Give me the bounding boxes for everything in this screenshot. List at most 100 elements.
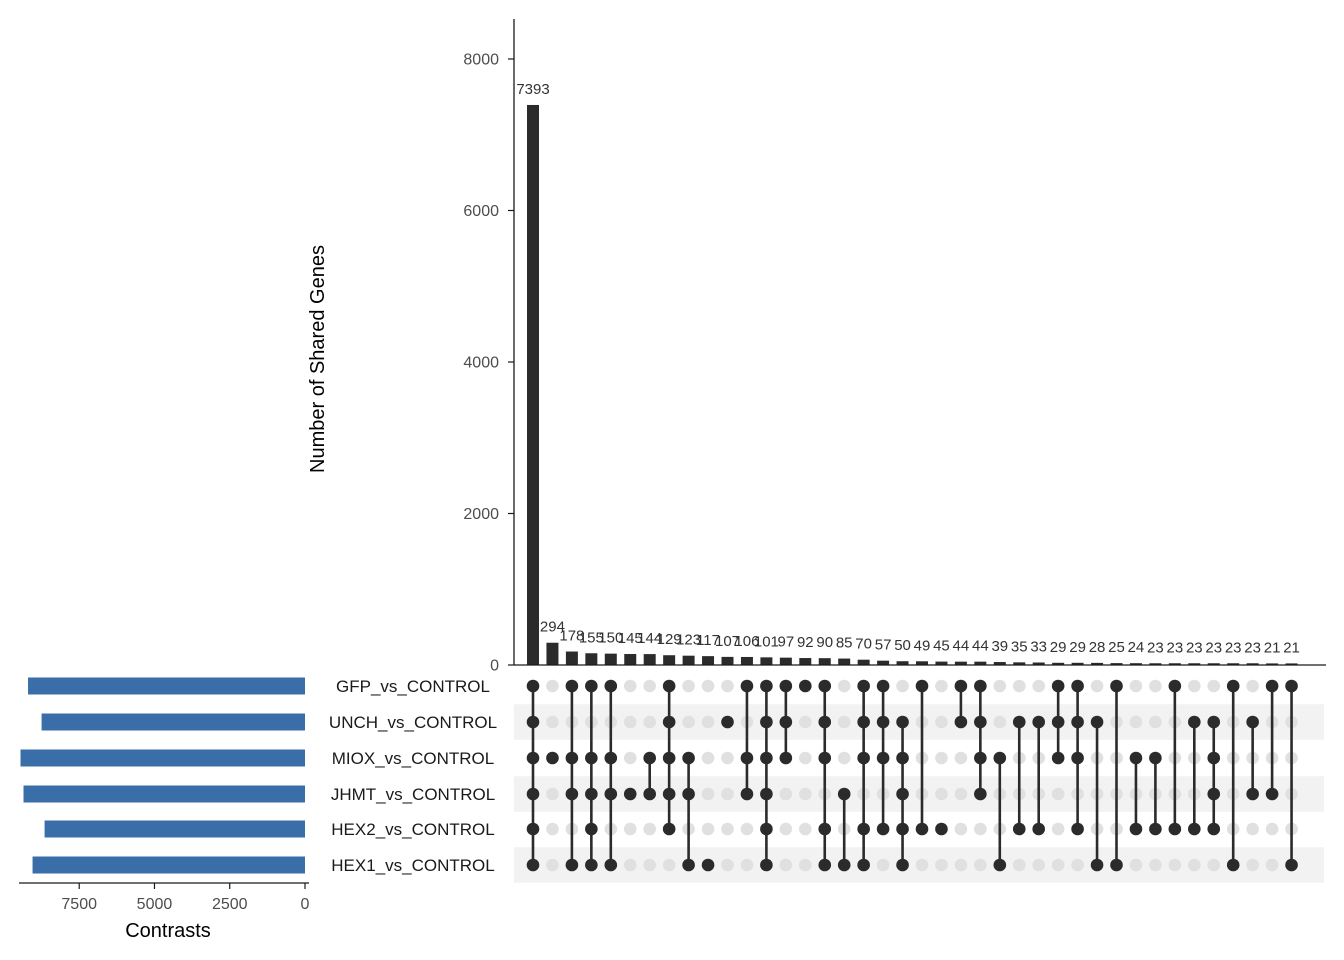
matrix-dot-filled <box>857 751 870 765</box>
matrix-dot-empty <box>837 679 851 693</box>
matrix-dot-empty <box>1149 858 1162 872</box>
matrix-dot-filled <box>604 858 618 872</box>
intersection-bar <box>1129 663 1142 665</box>
matrix-dot-empty <box>546 715 559 729</box>
set-size-bar <box>41 713 305 731</box>
matrix-dot-filled <box>662 822 676 836</box>
matrix-dot-filled <box>682 751 695 765</box>
matrix-dot-empty <box>935 715 948 729</box>
matrix-dot-filled <box>896 715 909 729</box>
matrix-dot-filled <box>857 715 870 729</box>
matrix-dot-filled <box>876 751 890 765</box>
set-size-bar <box>28 677 305 695</box>
intersection-bar <box>818 658 831 665</box>
matrix-dot-empty <box>682 679 695 693</box>
matrix-dot-filled <box>993 858 1007 872</box>
matrix-dot-empty <box>974 858 987 872</box>
intersection-count-label: 21 <box>1264 639 1281 656</box>
matrix-dot-empty <box>935 787 948 801</box>
matrix-dot-filled <box>1265 787 1279 801</box>
matrix-dot-filled <box>1246 787 1259 801</box>
matrix-dot-filled <box>1285 858 1298 872</box>
matrix-dot-filled <box>1071 715 1084 729</box>
matrix-dot-filled <box>818 822 832 836</box>
intersection-bar <box>1013 662 1026 665</box>
intersection-bar <box>877 660 890 665</box>
matrix-dot-filled <box>1110 858 1123 872</box>
set-size-tick-label: 7500 <box>61 896 97 913</box>
matrix-dot-filled <box>526 858 540 872</box>
intersection-count-label: 23 <box>1147 639 1164 656</box>
matrix-dot-filled <box>565 751 579 765</box>
matrix-dot-filled <box>623 787 637 801</box>
matrix-dot-empty <box>799 822 812 836</box>
matrix-dot-filled <box>876 715 890 729</box>
y-axis: 0 2000 4000 6000 8000 <box>463 19 1326 675</box>
intersection-bar <box>1091 662 1104 665</box>
intersection-count-label: 44 <box>972 638 989 655</box>
matrix-dot-filled <box>585 679 598 693</box>
matrix-dot-empty <box>546 679 559 693</box>
matrix-dot-filled <box>1207 715 1221 729</box>
intersection-bars <box>527 104 1298 666</box>
matrix-dot-filled <box>974 751 987 765</box>
matrix-dot-empty <box>974 822 987 836</box>
matrix-dot-filled <box>526 751 540 765</box>
matrix-dot-empty <box>682 715 695 729</box>
matrix-dot-filled <box>662 787 676 801</box>
matrix-dot-filled <box>1071 751 1084 765</box>
intersection-bar <box>1227 663 1240 665</box>
set-size-bar <box>32 856 306 874</box>
matrix-dot-filled <box>740 787 754 801</box>
matrix-dot-filled <box>915 822 929 836</box>
matrix-dot-filled <box>1051 679 1065 693</box>
matrix-dot-empty <box>799 715 812 729</box>
intersection-count-label: 50 <box>894 637 911 654</box>
matrix-dot-empty <box>1129 715 1143 729</box>
matrix-dot-filled <box>760 822 773 836</box>
matrix-dot-filled <box>721 715 734 729</box>
matrix-dot-filled <box>896 787 909 801</box>
matrix-dot-filled <box>1168 822 1182 836</box>
intersection-bar <box>857 659 870 665</box>
matrix-dot-filled <box>1265 679 1279 693</box>
intersection-count-label: 85 <box>836 635 853 652</box>
set-label: UNCH_vs_CONTROL <box>329 713 497 732</box>
matrix-dot-empty <box>837 715 851 729</box>
matrix-dot-empty <box>1012 858 1026 872</box>
matrix-dot-empty <box>740 822 754 836</box>
set-labels: GFP_vs_CONTROL UNCH_vs_CONTROL MIOX_vs_CON… <box>329 677 497 875</box>
intersection-bar <box>974 661 987 665</box>
intersection-bar <box>702 656 715 665</box>
intersection-bar <box>663 655 676 665</box>
intersection-count-label: 107 <box>715 633 740 650</box>
intersection-bar <box>1149 663 1162 665</box>
matrix-dot-empty <box>546 822 559 836</box>
matrix-dot-empty <box>799 751 812 765</box>
matrix-dot-filled <box>682 787 695 801</box>
intersection-count-label: 57 <box>875 637 892 654</box>
matrix-dot-filled <box>1188 822 1201 836</box>
matrix-dot-filled <box>1226 858 1240 872</box>
matrix-dot-empty <box>623 679 637 693</box>
set-label: HEX2_vs_CONTROL <box>331 820 494 839</box>
matrix-dot-filled <box>818 715 832 729</box>
matrix-dot-empty <box>740 858 754 872</box>
intersection-count-label: 35 <box>1011 638 1028 655</box>
matrix-dot-empty <box>721 751 734 765</box>
y-tick-label: 8000 <box>463 52 499 69</box>
matrix-dot-empty <box>1129 858 1143 872</box>
intersection-count-label: 25 <box>1108 639 1125 656</box>
matrix-dot-filled <box>760 751 773 765</box>
intersection-bar <box>585 653 598 665</box>
set-label: JHMT_vs_CONTROL <box>331 785 495 804</box>
matrix-dot-empty <box>954 787 968 801</box>
matrix-dot-empty <box>779 822 793 836</box>
matrix-dot-empty <box>1012 679 1026 693</box>
matrix-dot-filled <box>1090 858 1104 872</box>
intersection-count-label: 101 <box>754 633 779 650</box>
intersection-count-label: 7393 <box>516 81 549 98</box>
intersection-bar <box>546 642 559 665</box>
matrix-dot-filled <box>604 679 618 693</box>
y-axis-title: Number of Shared Genes <box>307 245 329 473</box>
